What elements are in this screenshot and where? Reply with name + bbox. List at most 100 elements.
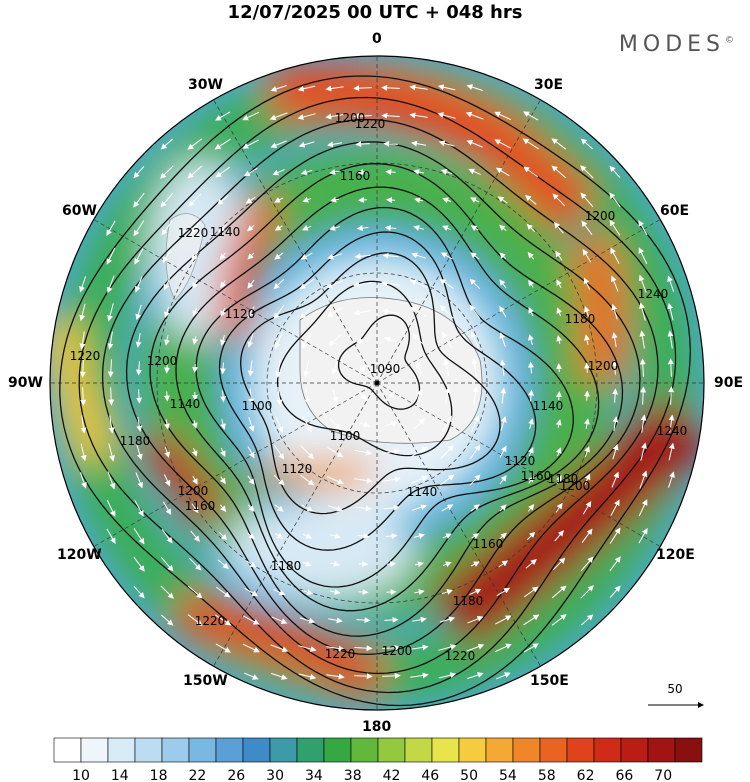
wind-vector xyxy=(610,499,620,516)
colorbar-swatch xyxy=(485,737,514,763)
wind-vector xyxy=(219,362,226,375)
wind-vector xyxy=(136,389,143,404)
wind-vector xyxy=(301,225,312,231)
wind-vector xyxy=(301,504,314,512)
colorbar-swatch xyxy=(404,737,433,763)
wind-vector xyxy=(106,528,116,544)
wind-vector xyxy=(274,504,284,512)
colorbar-swatch xyxy=(161,737,190,763)
wind-vector xyxy=(414,561,424,568)
contour-label: 1180 xyxy=(548,472,579,486)
wind-vector xyxy=(332,389,339,403)
wind-vector xyxy=(466,84,483,91)
wind-vector xyxy=(582,248,592,263)
wind-vector xyxy=(136,417,143,432)
wind-vector xyxy=(187,614,203,626)
colorbar-tick-label: 38 xyxy=(344,768,362,782)
wind-vector xyxy=(467,672,484,680)
wind-vector xyxy=(384,224,397,231)
wind-vector xyxy=(581,528,593,543)
wind-vector xyxy=(437,84,456,91)
contour-label: 1220 xyxy=(355,117,386,131)
wind-vector xyxy=(192,335,199,345)
wind-vector xyxy=(555,419,562,429)
wind-vector xyxy=(470,504,480,512)
wind-vector xyxy=(300,474,315,486)
wind-vector xyxy=(220,280,227,289)
colorbar-swatch xyxy=(431,737,460,763)
longitude-label: 30E xyxy=(534,77,564,93)
wind-vector xyxy=(275,415,284,434)
wind-vector xyxy=(499,332,506,347)
wind-vector xyxy=(551,165,567,179)
wind-vector xyxy=(192,279,198,289)
wind-vector xyxy=(439,304,454,319)
contour-label: 1180 xyxy=(271,559,302,573)
wind-vector xyxy=(413,225,424,231)
wind-vector xyxy=(299,305,314,320)
wind-vector xyxy=(243,167,258,177)
wind-vector xyxy=(298,645,317,652)
wind-vector xyxy=(556,279,562,289)
colorbar-swatch xyxy=(269,737,298,763)
wind-vector xyxy=(192,308,199,317)
wind-vector xyxy=(609,165,621,178)
wind-vector xyxy=(353,309,372,316)
wind-vector xyxy=(219,476,226,485)
contour-label: 1220 xyxy=(178,226,209,240)
contour-label: 1220 xyxy=(325,647,356,661)
wind-vector xyxy=(273,305,285,320)
wind-vector xyxy=(466,140,483,148)
wind-vector xyxy=(443,358,450,377)
wind-vector xyxy=(551,585,567,599)
wind-vector xyxy=(551,138,567,150)
contour-label: 1120 xyxy=(282,462,313,476)
wind-vector xyxy=(247,225,255,232)
wind-vector xyxy=(469,278,481,290)
wind-vector xyxy=(274,252,284,260)
wind-vector xyxy=(611,303,618,320)
wind-vector xyxy=(498,560,509,568)
wind-vector xyxy=(522,138,539,150)
wind-vector xyxy=(192,475,198,485)
contour-label: 1140 xyxy=(533,399,564,413)
wind-vector xyxy=(188,557,202,571)
wind-vector xyxy=(556,363,563,373)
wind-vector xyxy=(611,275,619,292)
wind-vector xyxy=(326,673,345,680)
wind-vector xyxy=(440,252,453,260)
wind-vector xyxy=(580,138,593,150)
wind-vector xyxy=(416,389,423,403)
wind-vector xyxy=(135,361,142,376)
wind-vector xyxy=(412,616,427,623)
wind-vector xyxy=(584,418,590,429)
wind-vector xyxy=(410,306,427,317)
wind-vector xyxy=(356,337,370,344)
wind-vector xyxy=(523,614,540,626)
colorbar-swatch xyxy=(458,737,487,763)
wind-vector xyxy=(471,358,478,377)
wind-vector xyxy=(499,504,507,512)
wind-vector xyxy=(330,560,340,567)
wind-vector xyxy=(471,414,480,433)
wind-vector xyxy=(80,443,87,462)
wind-vector xyxy=(353,85,372,92)
height-contour xyxy=(78,96,677,694)
wind-vector xyxy=(135,333,142,348)
wind-vector xyxy=(442,197,451,204)
wind-vector xyxy=(220,390,227,403)
wind-vector xyxy=(302,416,312,433)
wind-vector xyxy=(639,470,648,489)
wind-vector xyxy=(135,276,143,293)
wind-vector xyxy=(325,280,344,289)
longitude-label: 180 xyxy=(362,719,392,735)
wind-vector xyxy=(387,391,395,400)
wind-vector xyxy=(496,587,511,597)
wind-vector xyxy=(523,166,539,178)
contour-label: 1090 xyxy=(370,362,401,376)
wind-vector xyxy=(471,533,480,540)
wind-vector xyxy=(298,673,317,680)
wind-vector xyxy=(217,559,229,569)
wind-vector xyxy=(189,222,200,234)
wind-vector xyxy=(356,225,369,232)
